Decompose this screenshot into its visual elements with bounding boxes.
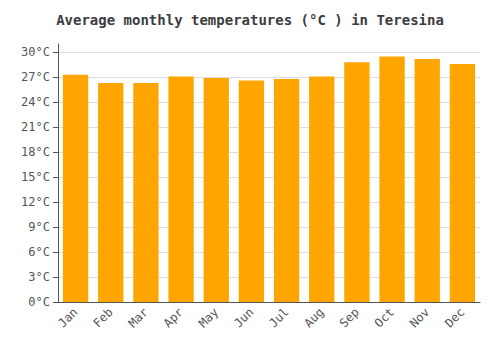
svg-text:27°C: 27°C [21, 70, 50, 84]
svg-text:Jan: Jan [55, 305, 80, 330]
svg-text:3°C: 3°C [28, 270, 50, 284]
svg-text:9°C: 9°C [28, 220, 50, 234]
svg-text:Aug: Aug [301, 305, 326, 330]
svg-text:Feb: Feb [90, 305, 115, 330]
svg-text:6°C: 6°C [28, 245, 50, 259]
svg-text:Oct: Oct [372, 305, 397, 330]
svg-text:May: May [196, 305, 221, 330]
svg-text:0°C: 0°C [28, 295, 50, 309]
svg-text:Dec: Dec [442, 305, 467, 330]
svg-text:Nov: Nov [407, 305, 432, 330]
svg-text:24°C: 24°C [21, 95, 50, 109]
svg-text:Apr: Apr [161, 305, 186, 330]
svg-text:Average monthly temperatures (: Average monthly temperatures (°C ) in Te… [56, 12, 444, 28]
svg-text:Mar: Mar [126, 305, 151, 330]
svg-text:21°C: 21°C [21, 120, 50, 134]
svg-text:Jul: Jul [266, 305, 291, 330]
svg-text:15°C: 15°C [21, 170, 50, 184]
svg-text:Sep: Sep [337, 305, 362, 330]
svg-text:Jun: Jun [231, 305, 256, 330]
svg-text:30°C: 30°C [21, 45, 50, 59]
svg-text:12°C: 12°C [21, 195, 50, 209]
svg-text:18°C: 18°C [21, 145, 50, 159]
